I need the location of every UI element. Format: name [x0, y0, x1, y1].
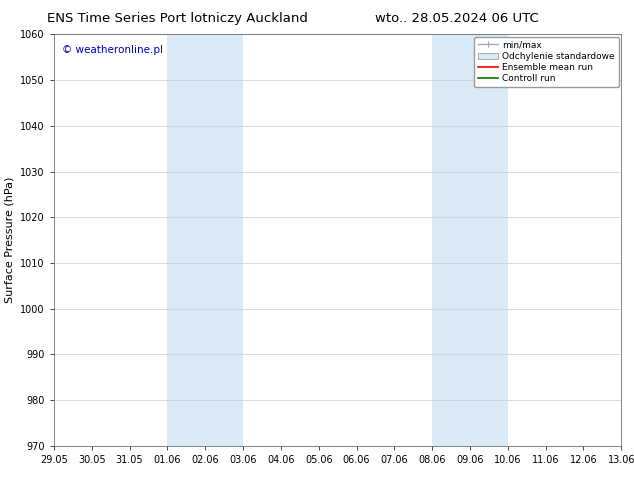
Text: wto.. 28.05.2024 06 UTC: wto.. 28.05.2024 06 UTC: [375, 12, 538, 25]
Y-axis label: Surface Pressure (hPa): Surface Pressure (hPa): [4, 177, 15, 303]
Bar: [167, 34, 243, 446]
Text: © weatheronline.pl: © weatheronline.pl: [62, 45, 164, 54]
Bar: [432, 34, 508, 446]
Text: ENS Time Series Port lotniczy Auckland: ENS Time Series Port lotniczy Auckland: [47, 12, 308, 25]
Legend: min/max, Odchylenie standardowe, Ensemble mean run, Controll run: min/max, Odchylenie standardowe, Ensembl…: [474, 37, 619, 87]
